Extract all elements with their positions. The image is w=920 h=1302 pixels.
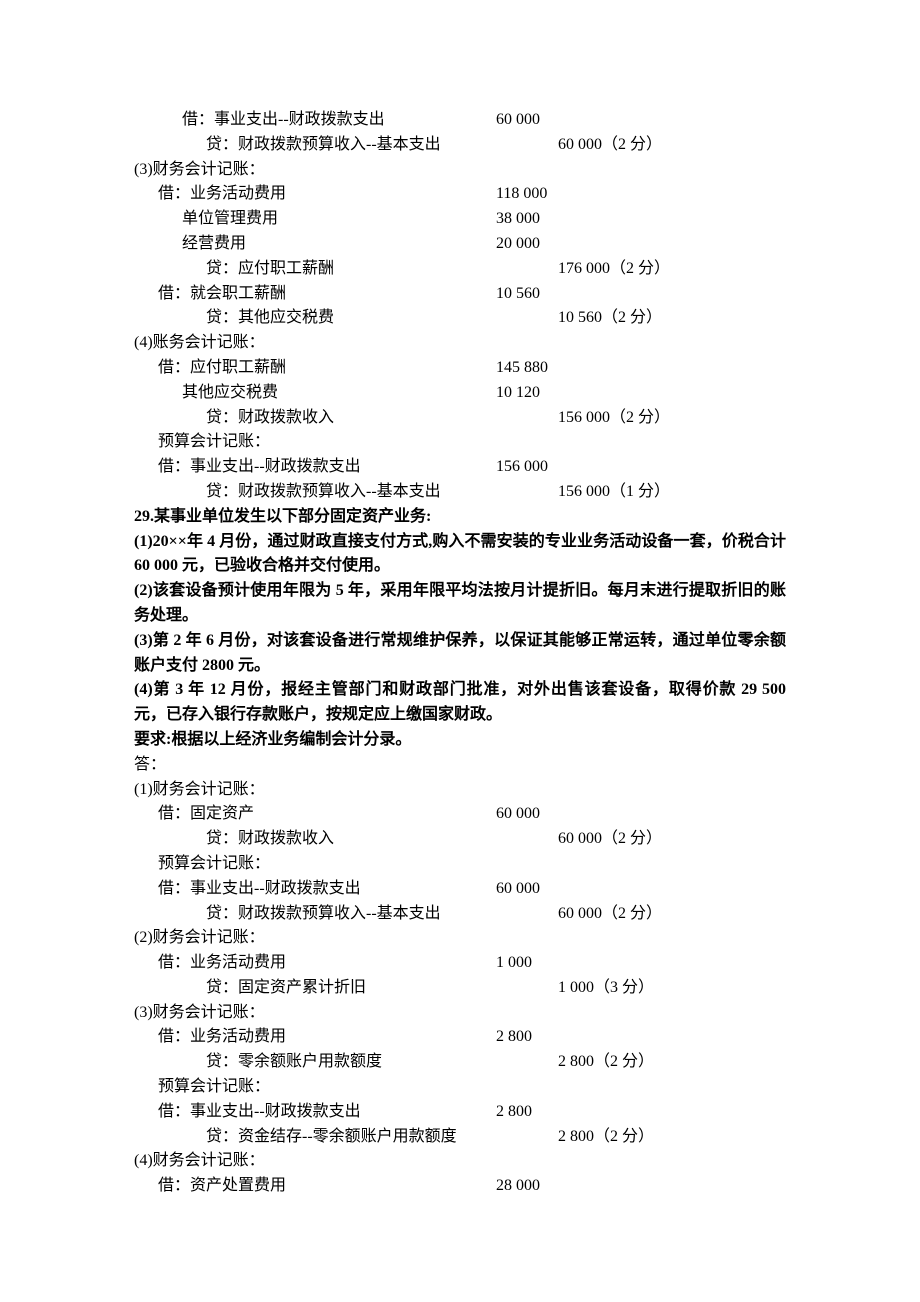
journal-label: 借：资产处置费用 — [134, 1174, 496, 1199]
journal-label: 借：应付职工薪酬 — [134, 356, 496, 381]
journal-amount: 10 560（2 分） — [558, 306, 662, 331]
journal-amount: 2 800 — [496, 1100, 532, 1125]
journal-line: 借：业务活动费用 1 000 — [134, 951, 786, 976]
journal-line: 借：事业支出--财政拨款支出 2 800 — [134, 1100, 786, 1125]
journal-line: (3)财务会计记账： — [134, 158, 786, 183]
journal-line: 贷：其他应交税费 10 560（2 分） — [134, 306, 786, 331]
journal-label: 借：固定资产 — [134, 802, 496, 827]
journal-amount: 20 000 — [496, 232, 540, 257]
journal-line: 贷：财政拨款收入60 000（2 分） — [134, 827, 786, 852]
journal-line: 单位管理费用 38 000 — [134, 207, 786, 232]
journal-amount: 60 000 — [496, 802, 540, 827]
journal-label: 贷：应付职工薪酬 — [134, 257, 558, 282]
journal-label: 借：业务活动费用 — [134, 1025, 496, 1050]
journal-line: 借：就会职工薪酬 10 560 — [134, 282, 786, 307]
journal-label: (4)财务会计记账： — [134, 1149, 265, 1174]
top-journal-entries: 借：事业支出--财政拨款支出60 000贷：财政拨款预算收入--基本支出60 0… — [134, 108, 786, 505]
journal-line: 贷：财政拨款预算收入--基本支出60 000（2 分） — [134, 902, 786, 927]
journal-label: 经营费用 — [134, 232, 496, 257]
journal-label: 贷：财政拨款预算收入--基本支出 — [134, 133, 558, 158]
journal-label: 贷：其他应交税费 — [134, 306, 558, 331]
journal-line: (4)账务会计记账： — [134, 331, 786, 356]
journal-amount: 1 000（3 分） — [558, 976, 654, 1001]
journal-line: 贷：财政拨款预算收入--基本支出60 000（2 分） — [134, 133, 786, 158]
q29-para-2: (2)该套设备预计使用年限为 5 年，采用年限平均法按月计提折旧。每月末进行提取… — [134, 579, 786, 629]
journal-amount: 60 000（2 分） — [558, 902, 662, 927]
journal-amount: 118 000 — [496, 182, 547, 207]
journal-label: 贷：财政拨款收入 — [134, 827, 558, 852]
journal-amount: 28 000 — [496, 1174, 540, 1199]
journal-label: 借：事业支出--财政拨款支出 — [134, 1100, 496, 1125]
journal-label: 借：业务活动费用 — [134, 182, 496, 207]
journal-label: 借：事业支出--财政拨款支出 — [134, 455, 496, 480]
journal-amount: 10 120 — [496, 381, 540, 406]
journal-label: 贷：财政拨款收入 — [134, 406, 558, 431]
q29-para-1: (1)20××年 4 月份，通过财政直接支付方式,购入不需安装的专业业务活动设备… — [134, 530, 786, 580]
journal-line: 贷：财政拨款收入156 000（2 分） — [134, 406, 786, 431]
journal-amount: 145 880 — [496, 356, 548, 381]
q29-para-3: (3)第 2 年 6 月份，对该套设备进行常规维护保养，以保证其能够正常运转，通… — [134, 629, 786, 679]
journal-line: 经营费用 20 000 — [134, 232, 786, 257]
q29-requirement: 要求:根据以上经济业务编制会计分录。 — [134, 728, 786, 753]
journal-label: 单位管理费用 — [134, 207, 496, 232]
journal-label: 借：就会职工薪酬 — [134, 282, 496, 307]
journal-label: 贷：固定资产累计折旧 — [134, 976, 558, 1001]
journal-line: 借：应付职工薪酬145 880 — [134, 356, 786, 381]
journal-amount: 2 800（2 分） — [558, 1125, 654, 1150]
journal-label: 贷：财政拨款预算收入--基本支出 — [134, 480, 558, 505]
journal-line: 借：事业支出--财政拨款支出156 000 — [134, 455, 786, 480]
journal-line: 贷：零余额账户用款额度 2 800（2 分） — [134, 1050, 786, 1075]
journal-amount: 1 000 — [496, 951, 532, 976]
journal-label: 贷：资金结存--零余额账户用款额度 — [134, 1125, 558, 1150]
journal-line: 借：资产处置费用28 000 — [134, 1174, 786, 1199]
journal-amount: 156 000（1 分） — [558, 480, 670, 505]
journal-line: 预算会计记账： — [134, 1075, 786, 1100]
journal-line: 贷：财政拨款预算收入--基本支出156 000（1 分） — [134, 480, 786, 505]
q29-header: 29.某事业单位发生以下部分固定资产业务: — [134, 505, 786, 530]
journal-label: 其他应交税费 — [134, 381, 496, 406]
journal-label: 借：业务活动费用 — [134, 951, 496, 976]
journal-amount: 60 000 — [496, 877, 540, 902]
journal-line: 预算会计记账： — [134, 852, 786, 877]
journal-line: 贷：应付职工薪酬176 000（2 分） — [134, 257, 786, 282]
journal-amount: 2 800 — [496, 1025, 532, 1050]
journal-amount: 60 000（2 分） — [558, 827, 662, 852]
journal-amount: 156 000（2 分） — [558, 406, 670, 431]
journal-line: (1)财务会计记账： — [134, 778, 786, 803]
answer-label: 答： — [134, 753, 786, 778]
journal-line: 借：业务活动费用 2 800 — [134, 1025, 786, 1050]
journal-amount: 60 000（2 分） — [558, 133, 662, 158]
journal-label: (4)账务会计记账： — [134, 331, 265, 356]
q29-para-4: (4)第 3 年 12 月份，报经主管部门和财政部门批准，对外出售该套设备，取得… — [134, 678, 786, 728]
journal-line: 借：事业支出--财政拨款支出60 000 — [134, 108, 786, 133]
journal-amount: 2 800（2 分） — [558, 1050, 654, 1075]
journal-amount: 10 560 — [496, 282, 540, 307]
journal-amount: 38 000 — [496, 207, 540, 232]
journal-amount: 60 000 — [496, 108, 540, 133]
journal-line: 借：业务活动费用118 000 — [134, 182, 786, 207]
journal-line: 借：事业支出--财政拨款支出60 000 — [134, 877, 786, 902]
journal-line: 贷：资金结存--零余额账户用款额度 2 800（2 分） — [134, 1125, 786, 1150]
journal-amount: 156 000 — [496, 455, 548, 480]
journal-line: 预算会计记账： — [134, 430, 786, 455]
answer-journal-entries: (1)财务会计记账：借：固定资产60 000贷：财政拨款收入60 000（2 分… — [134, 778, 786, 1200]
journal-label: 贷：财政拨款预算收入--基本支出 — [134, 902, 558, 927]
journal-label: 预算会计记账： — [134, 852, 270, 877]
journal-line: 借：固定资产60 000 — [134, 802, 786, 827]
journal-label: (1)财务会计记账： — [134, 778, 265, 803]
journal-line: (2)财务会计记账： — [134, 926, 786, 951]
journal-label: 预算会计记账： — [134, 1075, 270, 1100]
journal-amount: 176 000（2 分） — [558, 257, 670, 282]
journal-line: 贷：固定资产累计折旧 1 000（3 分） — [134, 976, 786, 1001]
journal-label: 借：事业支出--财政拨款支出 — [134, 108, 496, 133]
journal-label: (3)财务会计记账： — [134, 158, 265, 183]
journal-label: (2)财务会计记账： — [134, 926, 265, 951]
journal-label: 预算会计记账： — [134, 430, 270, 455]
journal-line: (4)财务会计记账： — [134, 1149, 786, 1174]
journal-line: (3)财务会计记账： — [134, 1001, 786, 1026]
journal-label: 借：事业支出--财政拨款支出 — [134, 877, 496, 902]
journal-label: 贷：零余额账户用款额度 — [134, 1050, 558, 1075]
journal-line: 其他应交税费 10 120 — [134, 381, 786, 406]
journal-label: (3)财务会计记账： — [134, 1001, 265, 1026]
